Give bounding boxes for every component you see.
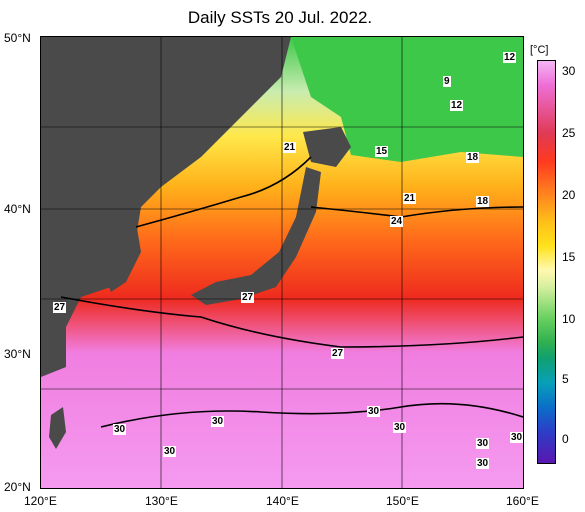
cold-water-region xyxy=(291,37,523,162)
lat-label-40n: 40°N xyxy=(4,202,31,216)
lon-label-120e: 120°E xyxy=(24,494,57,508)
contour-label: 27 xyxy=(241,292,255,303)
contour-label: 21 xyxy=(403,193,417,204)
contour-label: 30 xyxy=(476,458,490,469)
lon-label-140e: 140°E xyxy=(266,494,299,508)
lat-label-50n: 50°N xyxy=(4,31,31,45)
colorbar-tick: 30 xyxy=(562,64,576,78)
isotherm-30 xyxy=(100,402,523,428)
lat-label-30n: 30°N xyxy=(4,347,31,361)
lon-label-160e: 160°E xyxy=(506,494,539,508)
honshu-land xyxy=(191,167,321,305)
taiwan-land xyxy=(49,407,66,449)
contour-label: 30 xyxy=(211,416,225,427)
lon-label-150e: 150°E xyxy=(386,494,419,508)
contour-label: 12 xyxy=(450,100,464,111)
contour-label: 24 xyxy=(390,216,404,227)
contour-label: 12 xyxy=(503,52,517,63)
contour-label: 30 xyxy=(367,406,381,417)
colorbar-tick: 5 xyxy=(562,372,569,386)
colorbar-tick: 0 xyxy=(562,432,569,446)
continent-land xyxy=(41,37,291,377)
hokkaido-land xyxy=(303,127,351,167)
contour-label: 18 xyxy=(476,196,490,207)
colorbar-tick: 25 xyxy=(562,126,576,140)
contour-label: 18 xyxy=(466,152,480,163)
colorbar xyxy=(537,60,556,464)
lat-label-20n: 20°N xyxy=(4,480,31,494)
colorbar-tick: 10 xyxy=(562,312,576,326)
contour-label: 27 xyxy=(53,302,67,313)
map-title: Daily SSTs 20 Jul. 2022. xyxy=(187,8,373,27)
colorbar-unit: [°C] xyxy=(530,44,549,56)
contour-label: 27 xyxy=(331,348,345,359)
isotherm-27 xyxy=(60,296,523,348)
contour-label: 30 xyxy=(476,438,490,449)
isotherm-21 xyxy=(135,156,312,228)
sst-map xyxy=(40,36,524,489)
contour-label: 15 xyxy=(375,146,389,157)
contour-label: 30 xyxy=(113,424,127,435)
korea-land xyxy=(96,212,141,292)
colorbar-tick: 15 xyxy=(562,250,576,264)
contour-label: 30 xyxy=(393,422,407,433)
contour-label: 30 xyxy=(510,432,524,443)
contour-label: 21 xyxy=(283,142,297,153)
colorbar-tick: 20 xyxy=(562,188,576,202)
contour-label: 9 xyxy=(443,76,451,87)
contour-label: 30 xyxy=(163,446,177,457)
sst-map-graphic xyxy=(41,37,523,488)
lon-label-130e: 130°E xyxy=(145,494,178,508)
